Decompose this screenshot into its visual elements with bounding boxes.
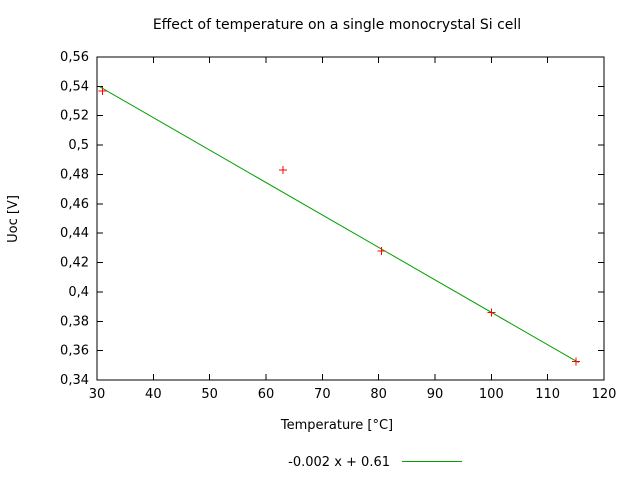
y-tick-label: 0,5 (68, 138, 89, 153)
y-tick-label: 0,56 (60, 50, 89, 65)
fit-line (99, 86, 579, 364)
y-tick-label: 0,38 (60, 314, 89, 329)
x-tick-label: 120 (592, 387, 617, 402)
x-tick-label: 80 (370, 387, 387, 402)
y-axis-label: Uoc [V] (6, 195, 21, 243)
x-tick-label: 40 (145, 387, 162, 402)
y-tick-label: 0,48 (60, 167, 89, 182)
x-tick-label: 70 (314, 387, 331, 402)
x-tick-label: 90 (427, 387, 444, 402)
x-tick-label: 30 (89, 387, 106, 402)
chart-title: Effect of temperature on a single monocr… (153, 17, 521, 33)
y-tick-label: 0,34 (60, 373, 89, 388)
x-tick-label: 100 (479, 387, 504, 402)
y-tick-label: 0,52 (60, 109, 89, 124)
x-tick-label: 60 (258, 387, 275, 402)
legend-label: -0.002 x + 0.61 (288, 455, 390, 470)
plot-border (96, 56, 605, 381)
y-tick-label: 0,44 (60, 226, 89, 241)
y-tick-label: 0,42 (60, 256, 89, 271)
x-axis-label: Temperature [°C] (280, 418, 393, 433)
y-tick-label: 0,36 (60, 344, 89, 359)
y-tick-label: 0,46 (60, 197, 89, 212)
x-tick-label: 110 (535, 387, 560, 402)
x-tick-label: 50 (201, 387, 218, 402)
y-tick-label: 0,4 (68, 285, 89, 300)
y-tick-label: 0,54 (60, 79, 89, 94)
